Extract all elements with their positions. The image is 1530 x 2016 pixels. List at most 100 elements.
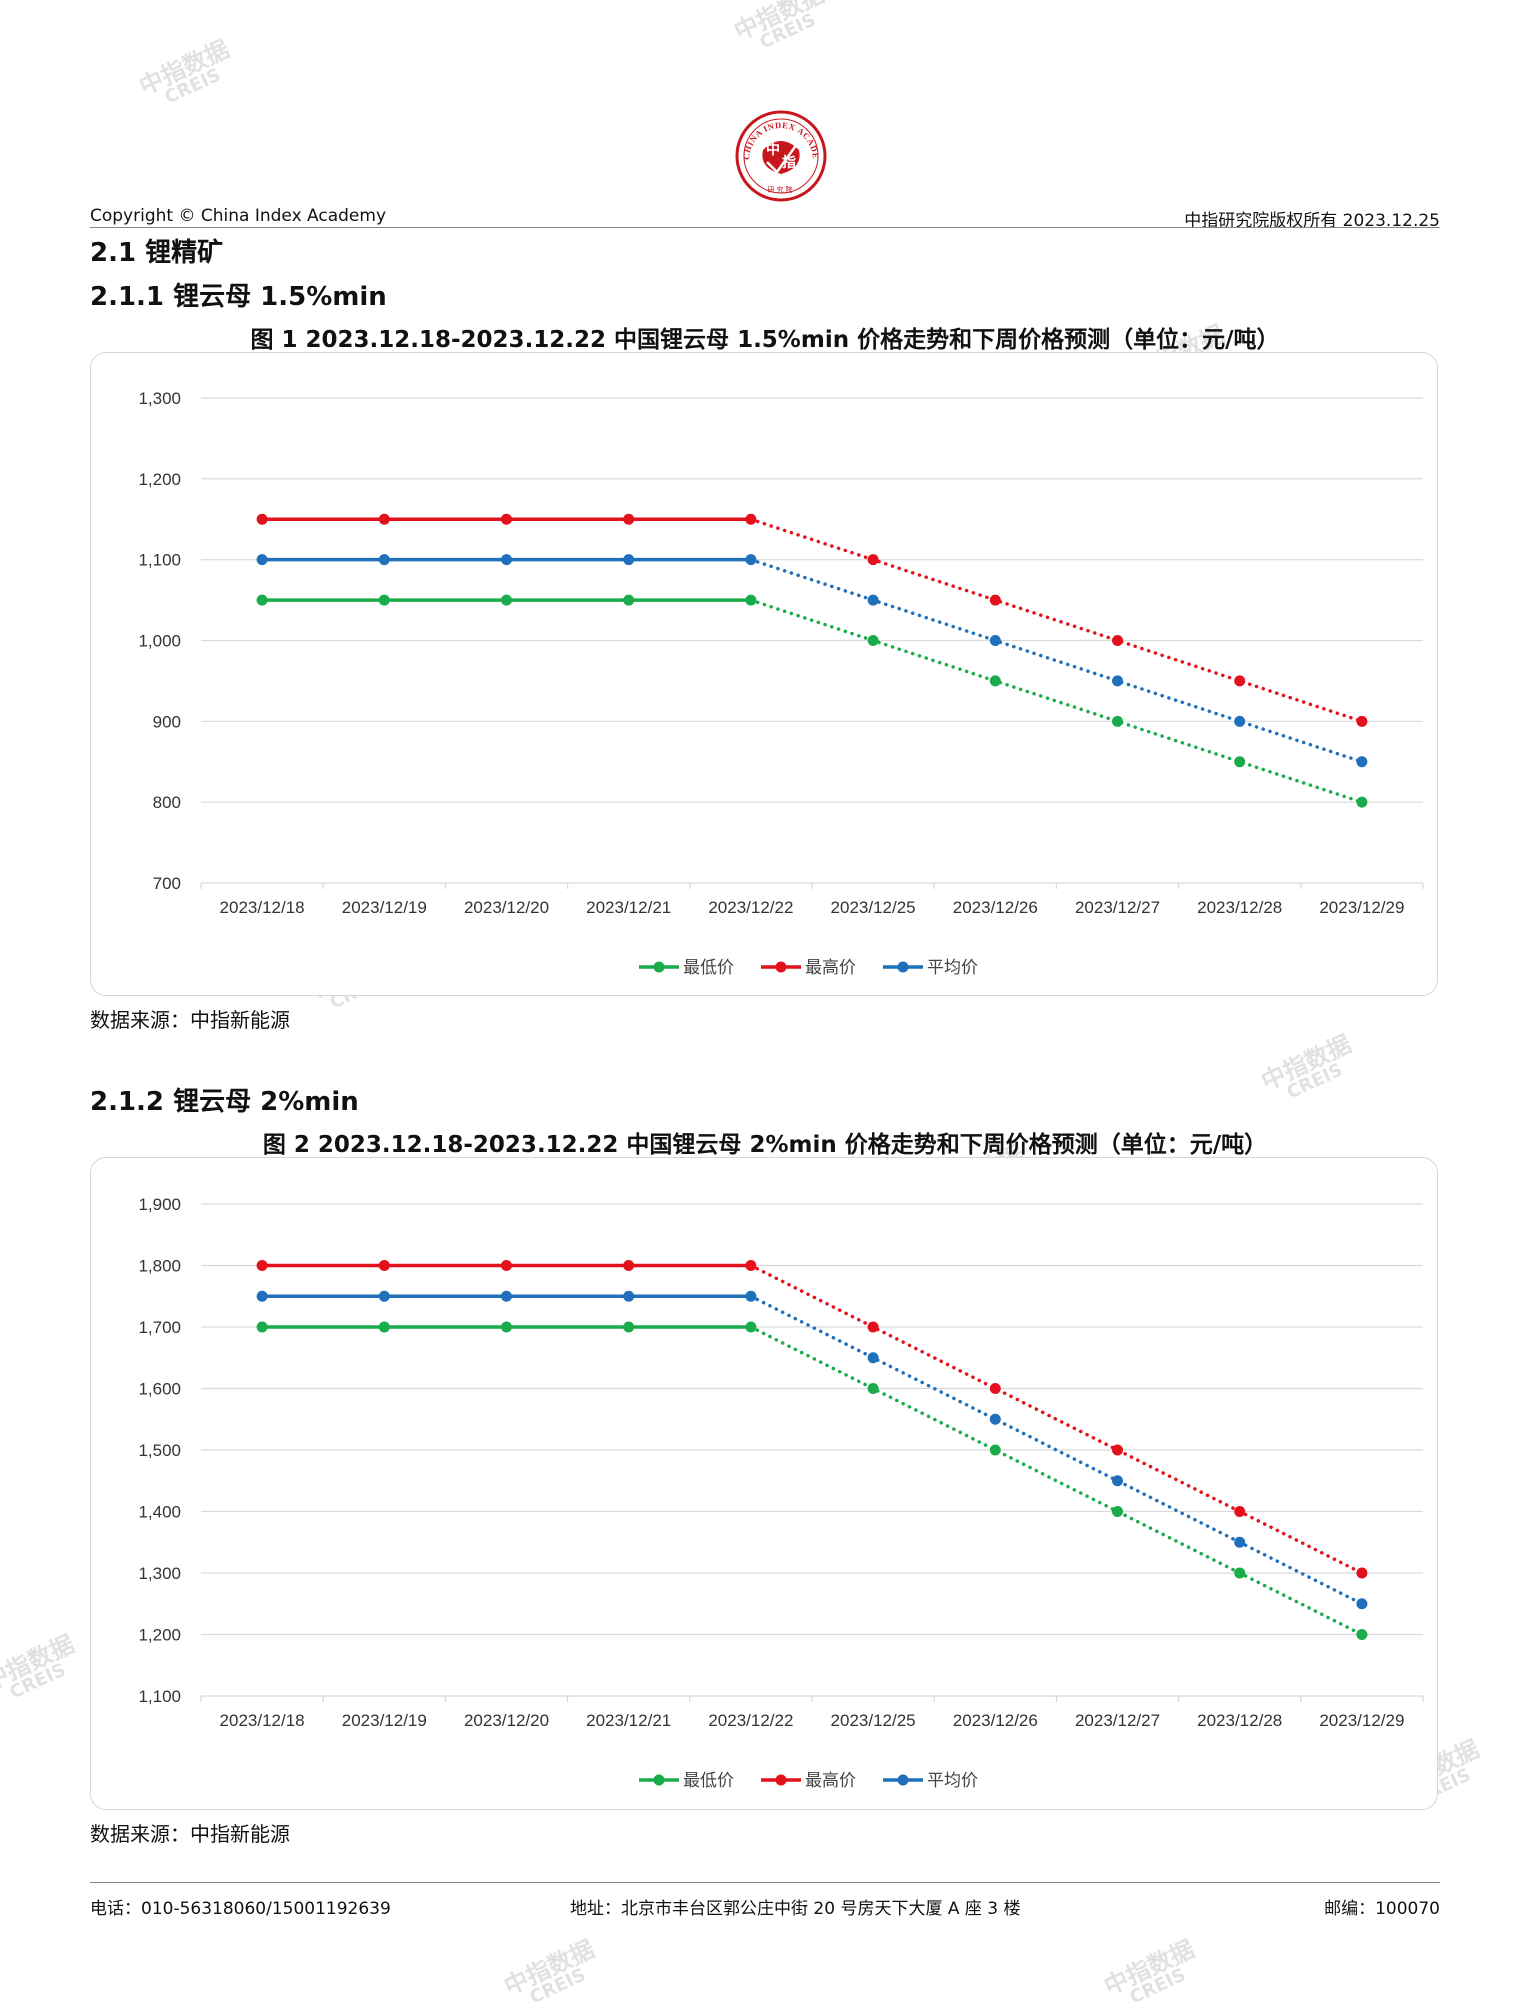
legend-marker bbox=[653, 961, 665, 973]
y-tick-label: 1,000 bbox=[138, 632, 181, 651]
data-point bbox=[745, 1321, 757, 1333]
x-tick-label: 2023/12/25 bbox=[831, 898, 916, 917]
data-point bbox=[867, 1352, 879, 1364]
data-point bbox=[501, 513, 512, 525]
data-point bbox=[1234, 1567, 1246, 1579]
data-point bbox=[1234, 1536, 1246, 1548]
y-tick-label: 700 bbox=[153, 874, 181, 893]
section-heading: 2.1 锂精矿 bbox=[90, 238, 224, 268]
data-point bbox=[623, 513, 635, 525]
data-point bbox=[1234, 1506, 1246, 1517]
data-point bbox=[867, 635, 879, 646]
data-point bbox=[745, 513, 757, 525]
data-point bbox=[1112, 635, 1123, 646]
data-point bbox=[1356, 1629, 1368, 1640]
y-tick-label: 1,500 bbox=[138, 1441, 181, 1460]
data-point bbox=[867, 1321, 879, 1333]
y-tick-label: 1,800 bbox=[138, 1257, 181, 1276]
data-point bbox=[1112, 715, 1123, 727]
x-tick-label: 2023/12/21 bbox=[586, 1711, 671, 1730]
x-tick-label: 2023/12/26 bbox=[953, 898, 1038, 917]
data-point bbox=[256, 554, 268, 566]
data-point bbox=[623, 1260, 635, 1271]
x-tick-label: 2023/12/19 bbox=[342, 1711, 427, 1730]
x-tick-label: 2023/12/29 bbox=[1319, 1711, 1404, 1730]
y-tick-label: 1,300 bbox=[138, 389, 181, 408]
x-tick-label: 2023/12/25 bbox=[831, 1711, 916, 1730]
data-point bbox=[1356, 796, 1368, 808]
footer-phone: 电话：010-56318060/15001192639 bbox=[90, 1899, 391, 1919]
data-point bbox=[1112, 675, 1123, 687]
x-tick-label: 2023/12/28 bbox=[1197, 898, 1282, 917]
legend-label: 最高价 bbox=[805, 1771, 856, 1791]
data-point bbox=[256, 1290, 268, 1302]
y-tick-label: 1,100 bbox=[138, 551, 181, 570]
subsection-heading-2: 2.1.2 锂云母 2%min bbox=[90, 1087, 359, 1117]
chart-1-container: 700 800 900 1,000 1,100 1,200 1,300 2023/12/18 2… bbox=[90, 352, 1438, 996]
data-point bbox=[256, 594, 268, 606]
data-point bbox=[623, 1321, 635, 1333]
x-tick-label: 2023/12/29 bbox=[1319, 898, 1404, 917]
x-tick-label: 2023/12/18 bbox=[220, 1711, 305, 1730]
y-tick-label: 1,100 bbox=[138, 1687, 181, 1706]
svg-text:研究院: 研究院 bbox=[768, 185, 795, 194]
data-point bbox=[1112, 1506, 1123, 1517]
data-point bbox=[501, 1290, 512, 1302]
data-point bbox=[989, 635, 1001, 646]
data-point bbox=[623, 554, 635, 566]
data-point bbox=[989, 1444, 1001, 1456]
chart-2: 1,100 1,200 1,300 1,400 1,500 1,600 1,700 1,800… bbox=[138, 1195, 1424, 1791]
data-point bbox=[378, 594, 390, 606]
series-line-forecast bbox=[749, 1263, 1364, 1575]
data-point bbox=[989, 675, 1001, 687]
y-tick-label: 1,900 bbox=[138, 1195, 181, 1214]
legend-marker bbox=[897, 1774, 909, 1786]
x-tick-label: 2023/12/22 bbox=[708, 898, 793, 917]
x-tick-label: 2023/12/28 bbox=[1197, 1711, 1282, 1730]
y-tick-label: 1,400 bbox=[138, 1503, 181, 1522]
data-point bbox=[378, 1260, 390, 1271]
y-tick-label: 1,600 bbox=[138, 1380, 181, 1399]
data-point bbox=[1356, 1598, 1368, 1610]
data-point bbox=[1356, 756, 1368, 768]
legend-marker bbox=[775, 961, 787, 973]
y-tick-label: 1,700 bbox=[138, 1318, 181, 1337]
data-point bbox=[989, 1413, 1001, 1425]
y-tick-label: 1,200 bbox=[138, 470, 181, 489]
legend-marker bbox=[775, 1774, 787, 1786]
data-point bbox=[1234, 715, 1246, 727]
legend-label: 平均价 bbox=[927, 1771, 978, 1791]
data-point bbox=[745, 1290, 757, 1302]
data-point bbox=[989, 1383, 1001, 1394]
copyright-text: Copyright © China Index Academy bbox=[90, 206, 387, 226]
legend-marker bbox=[897, 961, 909, 973]
x-tick-label: 2023/12/20 bbox=[464, 898, 549, 917]
data-point bbox=[989, 594, 1001, 606]
data-point bbox=[256, 513, 268, 525]
data-point bbox=[378, 1290, 390, 1302]
data-point bbox=[501, 554, 512, 566]
x-tick-label: 2023/12/26 bbox=[953, 1711, 1038, 1730]
data-point bbox=[1234, 675, 1246, 687]
x-tick-label: 2023/12/27 bbox=[1075, 898, 1160, 917]
data-point bbox=[867, 554, 879, 566]
chart-1: 700 800 900 1,000 1,100 1,200 1,300 2023/12/18 2… bbox=[138, 389, 1424, 978]
data-point bbox=[501, 1260, 512, 1271]
x-tick-label: 2023/12/22 bbox=[708, 1711, 793, 1730]
data-point bbox=[1112, 1444, 1123, 1456]
legend-label: 平均价 bbox=[927, 958, 978, 978]
chart-1-source: 数据来源：中指新能源 bbox=[90, 1008, 290, 1032]
data-point bbox=[378, 513, 390, 525]
data-point bbox=[256, 1321, 268, 1333]
series-line-forecast bbox=[749, 517, 1364, 724]
data-point bbox=[745, 1260, 757, 1271]
x-tick-label: 2023/12/18 bbox=[220, 898, 305, 917]
data-point bbox=[1356, 715, 1368, 727]
data-point bbox=[501, 594, 512, 606]
data-point bbox=[745, 554, 757, 566]
legend-label: 最高价 bbox=[805, 958, 856, 978]
